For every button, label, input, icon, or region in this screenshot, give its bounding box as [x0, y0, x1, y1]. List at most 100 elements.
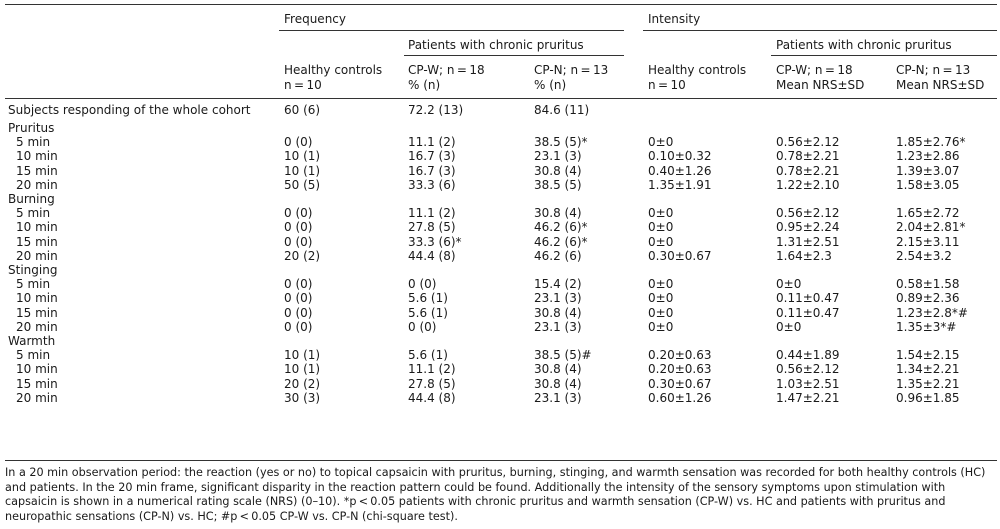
- cell-int-cpn: 2.04±2.81*: [896, 220, 966, 235]
- cell-freq-cpn: 23.1 (3): [534, 291, 582, 306]
- cell-int-cpw: 0.56±2.12: [776, 135, 840, 150]
- cell-int-cpw: 1.03±2.51: [776, 376, 840, 391]
- cell-freq-cpw: 11.1 (2): [408, 135, 456, 150]
- cell-int-hc: 0.10±0.32: [648, 149, 712, 164]
- cell-freq-cpw: 44.4 (8): [408, 390, 456, 405]
- cell-freq-cpn: 15.4 (2): [534, 277, 582, 292]
- cell-freq-hc: 0 (0): [284, 220, 313, 235]
- cell-int-hc: 0.30±0.67: [648, 376, 712, 391]
- row-time-label: 5 min: [16, 348, 51, 363]
- cell-freq-hc: 10 (1): [284, 348, 321, 363]
- cell-freq-cpw: 11.1 (2): [408, 362, 456, 377]
- row-time-label: 10 min: [16, 220, 58, 235]
- row-time-label: 10 min: [16, 149, 58, 164]
- cell-int-cpn: 1.65±2.72: [896, 206, 960, 221]
- cell-freq-hc: 10 (1): [284, 163, 321, 178]
- cell-int-hc: 0±0: [648, 319, 674, 334]
- cell-freq-cpw: 16.7 (3): [408, 163, 456, 178]
- freq-rule: [279, 30, 624, 31]
- header-hc-int-line2: n = 10: [648, 78, 686, 92]
- cell-int-cpw: 0±0: [776, 319, 802, 334]
- cell-freq-cpn: 30.8 (4): [534, 376, 582, 391]
- group-label-stinging: Stinging: [8, 263, 58, 277]
- cell-freq-cpn: 23.1 (3): [534, 390, 582, 405]
- row-time-label: 15 min: [16, 305, 58, 320]
- cell-freq-cpn: 38.5 (5)*: [534, 135, 588, 150]
- row-time-label: 15 min: [16, 234, 58, 249]
- cell-freq-cpn: 30.8 (4): [534, 362, 582, 377]
- cell-int-cpn: 0.96±1.85: [896, 390, 960, 405]
- cell-int-cpw: 0.11±0.47: [776, 291, 840, 306]
- header-cpn-freq-line2: % (n): [534, 78, 567, 92]
- row-time-label: 5 min: [16, 135, 51, 150]
- cell-freq-cpw: 33.3 (6)*: [408, 234, 462, 249]
- header-intensity: Intensity: [648, 12, 701, 26]
- cell-freq-cpn: 38.5 (5): [534, 177, 582, 192]
- cell-int-hc: 0.20±0.63: [648, 348, 712, 363]
- cell-int-cpn: 2.54±3.2: [896, 248, 952, 263]
- whole-cohort-hc: 60 (6): [284, 103, 321, 117]
- cell-int-cpn: 1.34±2.21: [896, 362, 960, 377]
- cell-int-cpw: 1.47±2.21: [776, 390, 840, 405]
- cell-int-hc: 0±0: [648, 277, 674, 292]
- cell-int-hc: 0±0: [648, 206, 674, 221]
- row-time-label: 5 min: [16, 206, 51, 221]
- cell-int-cpn: 0.58±1.58: [896, 277, 960, 292]
- group-label-burning: Burning: [8, 192, 55, 206]
- cell-freq-hc: 10 (1): [284, 362, 321, 377]
- cell-int-cpw: 0.11±0.47: [776, 305, 840, 320]
- cell-freq-cpn: 30.8 (4): [534, 206, 582, 221]
- cell-freq-cpn: 30.8 (4): [534, 305, 582, 320]
- header-patients-frequency: Patients with chronic pruritus: [408, 38, 584, 52]
- cell-freq-cpw: 11.1 (2): [408, 206, 456, 221]
- cell-int-hc: 1.35±1.91: [648, 177, 712, 192]
- whole-cohort-label: Subjects responding of the whole cohort: [8, 103, 251, 117]
- cell-freq-cpn: 30.8 (4): [534, 163, 582, 178]
- cell-int-cpw: 0.56±2.12: [776, 362, 840, 377]
- cell-int-cpn: 1.35±2.21: [896, 376, 960, 391]
- cell-int-hc: 0±0: [648, 291, 674, 306]
- cell-freq-cpw: 44.4 (8): [408, 248, 456, 263]
- cell-freq-cpn: 46.2 (6)*: [534, 220, 588, 235]
- cell-int-hc: 0±0: [648, 220, 674, 235]
- row-time-label: 10 min: [16, 291, 58, 306]
- cell-freq-hc: 0 (0): [284, 277, 313, 292]
- header-hc-int-line1: Healthy controls: [648, 63, 747, 77]
- cell-freq-hc: 30 (3): [284, 390, 321, 405]
- row-time-label: 10 min: [16, 362, 58, 377]
- cell-freq-hc: 0 (0): [284, 135, 313, 150]
- whole-cohort-cpn: 84.6 (11): [534, 103, 590, 117]
- row-time-label: 20 min: [16, 177, 58, 192]
- cell-int-cpn: 1.35±3*#: [896, 319, 957, 334]
- cell-int-cpw: 1.64±2.3: [776, 248, 832, 263]
- row-time-label: 15 min: [16, 163, 58, 178]
- header-cpn-int-line2: Mean NRS±SD: [896, 78, 985, 92]
- patients-freq-rule: [404, 55, 624, 56]
- cell-freq-hc: 10 (1): [284, 149, 321, 164]
- cell-int-cpw: 0.95±2.24: [776, 220, 840, 235]
- cell-int-cpn: 1.54±2.15: [896, 348, 960, 363]
- header-hc-freq-line2: n = 10: [284, 78, 322, 92]
- cell-int-hc: 0.40±1.26: [648, 163, 712, 178]
- cell-freq-cpn: 23.1 (3): [534, 149, 582, 164]
- header-cpw-int-line2: Mean NRS±SD: [776, 78, 865, 92]
- header-cpw-freq-line2: % (n): [408, 78, 441, 92]
- cell-int-cpw: 0.78±2.21: [776, 163, 840, 178]
- cell-freq-hc: 0 (0): [284, 305, 313, 320]
- int-rule: [643, 30, 997, 31]
- table-footnote: In a 20 min observation period: the reac…: [5, 466, 986, 523]
- table-bottom-rule: [5, 460, 997, 461]
- row-time-label: 20 min: [16, 319, 58, 334]
- cell-int-hc: 0±0: [648, 135, 674, 150]
- cell-int-cpn: 1.58±3.05: [896, 177, 960, 192]
- row-time-label: 20 min: [16, 248, 58, 263]
- cell-int-cpn: 0.89±2.36: [896, 291, 960, 306]
- cell-freq-cpw: 0 (0): [408, 319, 437, 334]
- cell-freq-hc: 20 (2): [284, 248, 321, 263]
- cell-int-hc: 0±0: [648, 234, 674, 249]
- cell-int-cpn: 1.39±3.07: [896, 163, 960, 178]
- cell-int-cpn: 1.85±2.76*: [896, 135, 966, 150]
- header-cpw-freq-line1: CP-W; n = 18: [408, 63, 485, 77]
- cell-freq-cpn: 38.5 (5)#: [534, 348, 592, 363]
